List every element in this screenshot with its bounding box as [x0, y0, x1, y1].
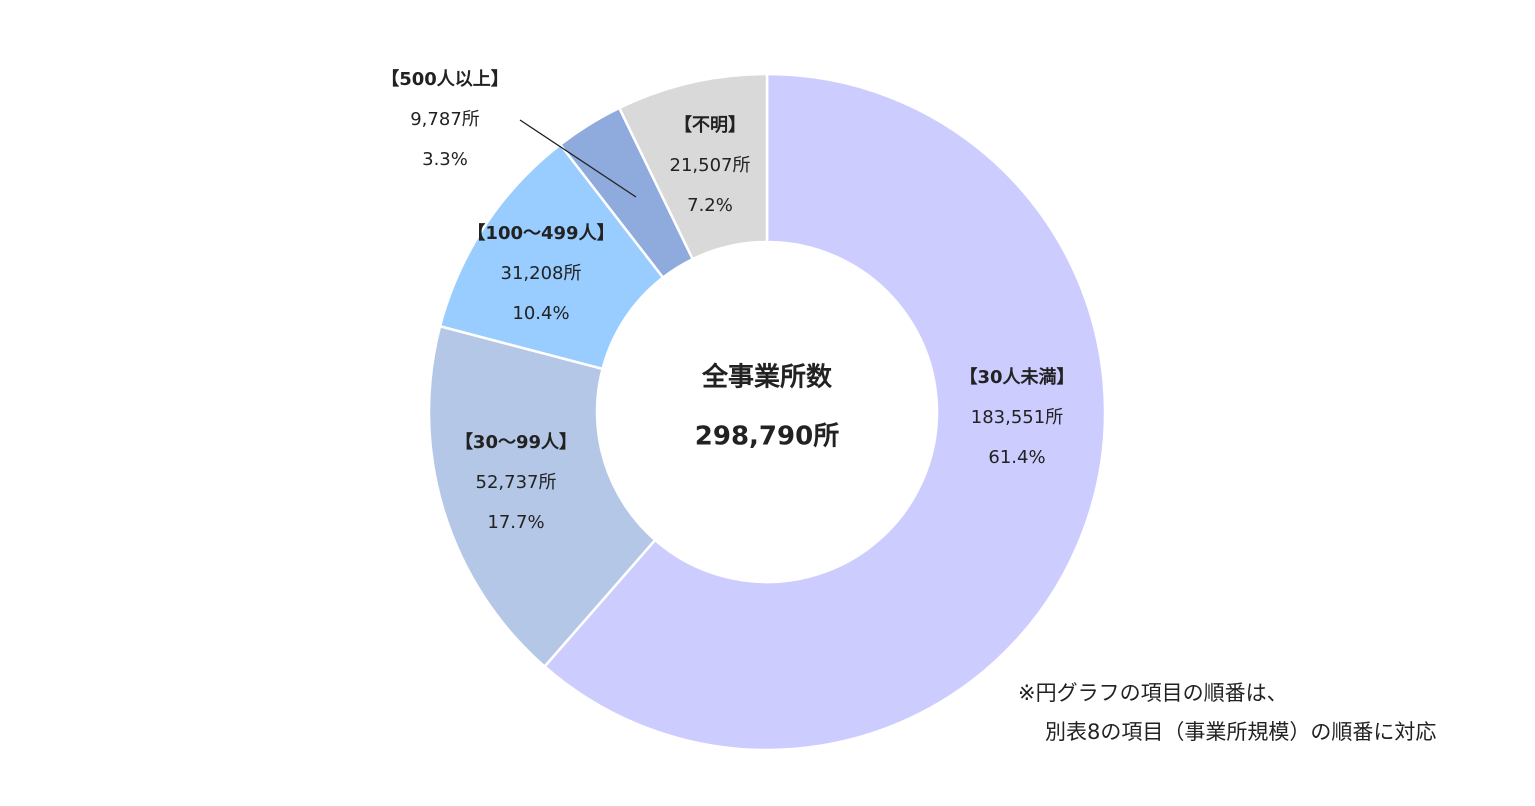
- slice-percent: 61.4%: [988, 447, 1045, 468]
- slice-category: 【30人未満】: [959, 366, 1074, 388]
- slice-percent: 3.3%: [422, 149, 468, 170]
- slice: [542, 72, 1107, 752]
- slice-percent: 7.2%: [687, 195, 733, 216]
- center-total: 298,790所: [695, 422, 839, 452]
- slice-percent: 17.7%: [487, 512, 544, 533]
- slice-value: 31,208所: [501, 263, 582, 284]
- center-title: 全事業所数: [701, 362, 833, 393]
- slice-category: 【100～499人】: [467, 223, 614, 244]
- slice: [427, 324, 657, 669]
- slice-value: 183,551所: [971, 407, 1063, 428]
- slice-category: 【500人以上】: [381, 69, 509, 90]
- leader-line: [519, 119, 637, 198]
- slice-percent: 10.4%: [512, 303, 569, 324]
- slice-value: 21,507所: [670, 155, 751, 176]
- footnote: ※円グラフの項目の順番は、: [1018, 681, 1288, 705]
- slice-value: 9,787所: [410, 109, 480, 130]
- footnote: 別表8の項目（事業所規模）の順番に対応: [1045, 720, 1436, 744]
- slice-value: 52,737所: [476, 472, 557, 493]
- slice-category: 【30～99人】: [455, 432, 577, 453]
- slice-category: 【不明】: [674, 115, 746, 136]
- slice: [617, 72, 769, 261]
